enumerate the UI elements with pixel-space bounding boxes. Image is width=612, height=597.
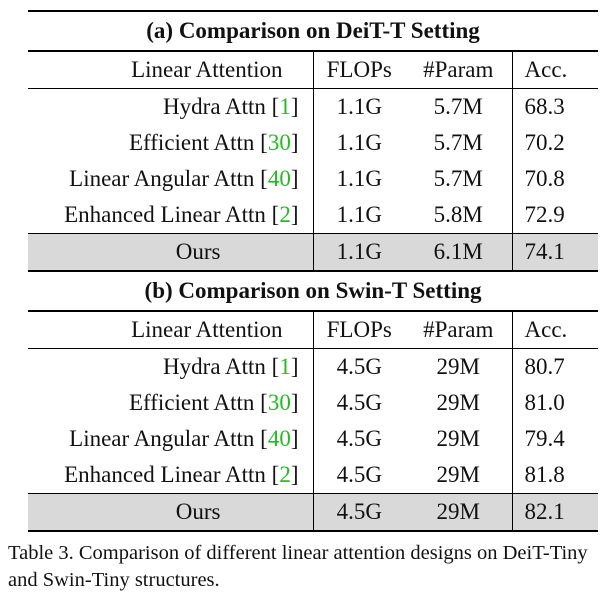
cite-open-bracket: [ [254,426,268,451]
method-name: Enhanced Linear Attn [64,462,266,487]
cite-open-bracket: [ [265,202,280,227]
method-name: Linear Angular Attn [69,426,255,451]
acc-cell: 81.0 [524,390,565,415]
acc-cell: 70.2 [524,130,565,155]
cite-close-bracket: ] [290,390,299,415]
section-title-row: (b) Comparison on Swin-T Setting [28,270,599,311]
method-name: Hydra Attn [163,94,266,119]
citation-link[interactable]: 30 [267,390,291,415]
method-name: Efficient Attn [128,130,255,155]
table-row: Enhanced Linear Attn [2] 4.5G 29M 81.8 [28,457,598,494]
cite-open-bracket: [ [254,130,268,155]
acc-cell: 80.7 [524,354,565,379]
header-param: #Param [405,310,513,349]
table-row: Hydra Attn [1] 4.5G 29M 80.7 [28,348,598,385]
flops-cell: 4.5G [336,354,382,379]
cite-open-bracket: [ [254,390,268,415]
ours-row: Ours 1.1G 6.1M 74.1 [28,233,599,272]
header-linear-attention: Linear Attention [28,310,314,349]
method-name-cell: Hydra Attn [1] [28,88,314,125]
ours-name-cell: Ours [28,493,314,532]
method-name-cell: Enhanced Linear Attn [2] [28,457,314,494]
param-cell: 5.8M [405,197,513,234]
param-cell: 29M [405,421,513,457]
ours-param-cell: 6.1M [405,233,513,272]
flops-cell: 4.5G [336,426,382,451]
header-row: Linear Attention FLOPs #Param Acc. [28,50,599,89]
cite-open-bracket: [ [265,94,280,119]
method-name: Efficient Attn [128,390,255,415]
param-cell: 29M [405,457,513,494]
cite-close-bracket: ] [290,202,299,227]
ours-flops-cell: 4.5G [313,493,405,532]
table-row: Linear Angular Attn [40] 4.5G 29M 79.4 [28,421,598,457]
param-cell: 5.7M [405,161,513,197]
table-caption: Table 3. Comparison of different linear … [8,542,588,591]
acc-cell: 79.4 [524,426,565,451]
param-cell: 5.7M [405,88,513,125]
flops-cell: 1.1G [336,130,382,155]
ours-row: Ours 4.5G 29M 82.1 [28,493,599,532]
flops-cell: 1.1G [336,202,382,227]
table-row: Hydra Attn [1] 1.1G 5.7M 68.3 [28,88,598,125]
method-name-cell: Efficient Attn [30] [28,125,314,161]
ours-flops-cell: 1.1G [313,233,405,272]
ours-acc-cell: 82.1 [512,493,599,532]
citation-link[interactable]: 30 [267,130,291,155]
acc-cell: 72.9 [524,202,565,227]
flops-cell: 4.5G [336,390,382,415]
cite-close-bracket: ] [290,462,299,487]
header-flops: FLOPs [313,50,405,89]
header-flops: FLOPs [313,310,405,349]
method-name: Linear Angular Attn [69,166,255,191]
cite-open-bracket: [ [254,166,268,191]
cite-close-bracket: ] [290,426,299,451]
citation-link[interactable]: 40 [267,426,291,451]
citation-link[interactable]: 2 [279,462,291,487]
header-linear-attention: Linear Attention [28,50,314,89]
cite-open-bracket: [ [265,462,280,487]
param-cell: 29M [405,348,513,385]
section-title: (a) Comparison on DeiT-T Setting [28,10,599,51]
flops-cell: 1.1G [336,166,382,191]
ours-param-cell: 29M [405,493,513,532]
citation-link[interactable]: 1 [279,354,291,379]
method-name-cell: Linear Angular Attn [40] [28,161,314,197]
method-name: Hydra Attn [163,354,266,379]
cite-close-bracket: ] [290,354,299,379]
results-table-container: (a) Comparison on DeiT-T Setting Linear A… [28,10,599,532]
ours-acc-cell: 74.1 [512,233,599,272]
citation-link[interactable]: 2 [279,202,291,227]
method-name: Enhanced Linear Attn [64,202,266,227]
header-acc: Acc. [512,310,599,349]
cite-close-bracket: ] [290,130,299,155]
param-cell: 29M [405,385,513,421]
citation-link[interactable]: 1 [279,94,291,119]
header-row: Linear Attention FLOPs #Param Acc. [28,310,599,349]
header-acc: Acc. [512,50,599,89]
comparison-table: (a) Comparison on DeiT-T Setting Linear A… [28,10,599,532]
cite-close-bracket: ] [290,94,299,119]
table-row: Efficient Attn [30] 1.1G 5.7M 70.2 [28,125,598,161]
table-row: Linear Angular Attn [40] 1.1G 5.7M 70.8 [28,161,598,197]
header-param: #Param [405,50,513,89]
method-name-cell: Enhanced Linear Attn [2] [28,197,314,234]
cite-close-bracket: ] [290,166,299,191]
flops-cell: 4.5G [336,462,382,487]
acc-cell: 81.8 [524,462,565,487]
acc-cell: 68.3 [524,94,565,119]
acc-cell: 70.8 [524,166,565,191]
method-name-cell: Linear Angular Attn [40] [28,421,314,457]
citation-link[interactable]: 40 [267,166,291,191]
table-row: Efficient Attn [30] 4.5G 29M 81.0 [28,385,598,421]
flops-cell: 1.1G [336,94,382,119]
method-name-cell: Efficient Attn [30] [28,385,314,421]
section-title: (b) Comparison on Swin-T Setting [28,270,599,311]
param-cell: 5.7M [405,125,513,161]
ours-name-cell: Ours [28,233,314,272]
table-row: Enhanced Linear Attn [2] 1.1G 5.8M 72.9 [28,197,598,234]
section-title-row: (a) Comparison on DeiT-T Setting [28,10,599,51]
method-name-cell: Hydra Attn [1] [28,348,314,385]
cite-open-bracket: [ [265,354,280,379]
